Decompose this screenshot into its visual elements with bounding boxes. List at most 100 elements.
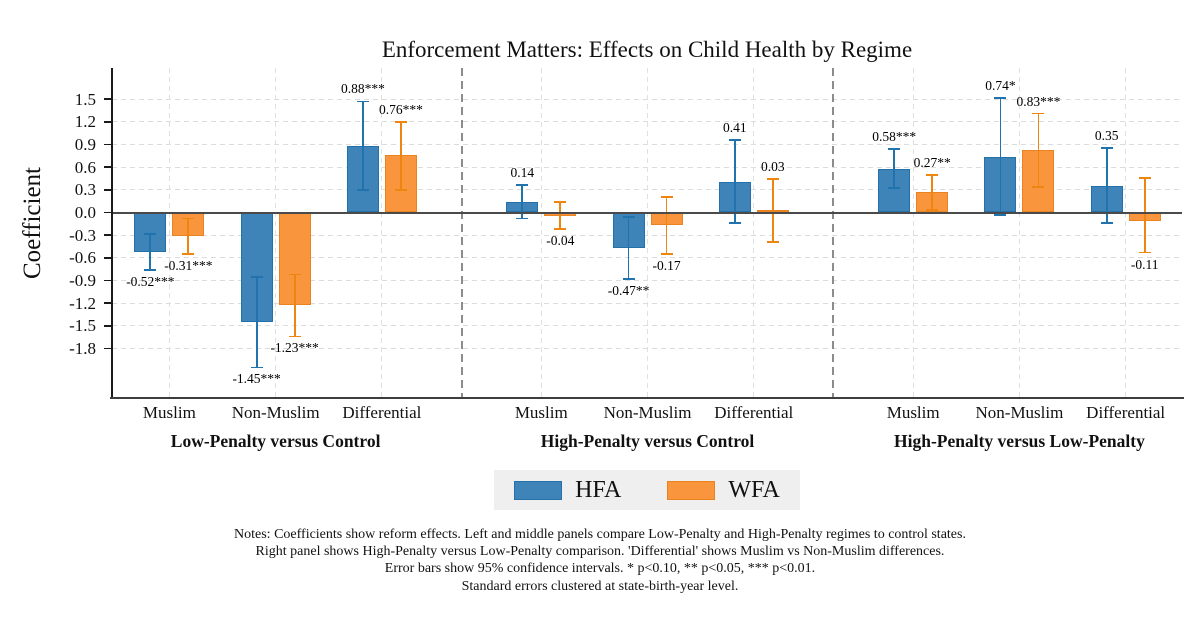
value-label: -1.45*** xyxy=(232,371,281,387)
legend: HFA WFA xyxy=(112,470,1182,510)
error-bar-cap-bottom xyxy=(182,253,195,255)
v-gridline xyxy=(275,68,277,397)
error-bar-cap-bottom xyxy=(728,222,741,224)
error-bar-cap-top xyxy=(250,275,263,278)
error-bar-line xyxy=(521,185,524,219)
y-tick-label: -1.8 xyxy=(69,339,96,359)
notes: Notes: Coefficients show reform effects.… xyxy=(0,526,1200,595)
error-bar-cap-top xyxy=(356,100,369,103)
error-bar-cap-bottom xyxy=(888,187,901,190)
y-tick-mark xyxy=(104,121,112,123)
y-tick-mark xyxy=(104,347,112,350)
value-label: 0.76*** xyxy=(378,101,423,117)
y-tick-mark xyxy=(104,257,112,259)
notes-line-3: Error bars show 95% confidence intervals… xyxy=(384,561,816,577)
error-bar-cap-bottom xyxy=(516,217,529,220)
error-bar-cap-top xyxy=(516,184,529,187)
y-tick-label: -0.3 xyxy=(69,225,96,245)
y-tick-mark xyxy=(104,325,112,327)
h-gridline xyxy=(112,166,1182,168)
legend-box: HFA WFA xyxy=(494,470,800,510)
v-gridline xyxy=(912,68,914,397)
v-gridline xyxy=(753,68,755,397)
y-tick-mark xyxy=(104,211,112,214)
h-gridline xyxy=(112,348,1182,350)
v-gridline xyxy=(381,68,383,397)
y-tick-label: -0.9 xyxy=(69,271,96,290)
error-bar-cap-top xyxy=(888,148,901,150)
legend-swatch-hfa xyxy=(514,480,563,500)
value-label: 0.35 xyxy=(1094,128,1119,144)
error-bar-cap-bottom xyxy=(554,228,567,231)
category-label: Muslim xyxy=(886,403,940,422)
y-tick-mark xyxy=(104,189,112,191)
y-tick-mark xyxy=(104,143,112,146)
panel-title: High-Penalty versus Control xyxy=(540,431,755,451)
h-gridline xyxy=(112,325,1182,327)
error-bar-cap-top xyxy=(1032,112,1045,115)
h-gridline xyxy=(112,98,1182,100)
category-label: Differential xyxy=(714,403,794,422)
error-bar-cap-bottom xyxy=(1100,222,1113,224)
y-tick-label: 0.3 xyxy=(74,180,96,200)
y-tick-label: -1.2 xyxy=(69,293,96,313)
h-gridline xyxy=(112,280,1182,281)
chart-title: Enforcement Matters: Effects on Child He… xyxy=(381,37,913,62)
y-tick-label: 1.2 xyxy=(74,112,96,132)
y-tick-label: 0.6 xyxy=(74,157,96,177)
y-tick-label: 1.5 xyxy=(74,89,96,109)
value-label: 0.58*** xyxy=(872,129,917,145)
v-gridline xyxy=(540,68,542,397)
h-gridline xyxy=(112,143,1182,145)
y-tick-mark xyxy=(104,279,112,282)
error-bar-line xyxy=(187,218,190,255)
value-label: 0.83*** xyxy=(1016,93,1061,109)
value-label: 0.88*** xyxy=(340,81,385,97)
error-bar-line xyxy=(665,196,668,255)
error-bar-cap-top xyxy=(994,96,1007,99)
error-bar-line xyxy=(931,174,934,211)
y-tick-label: -1.5 xyxy=(69,316,96,336)
legend-item: WFA xyxy=(667,477,780,503)
error-bar-line xyxy=(1037,113,1040,187)
error-bar-cap-bottom xyxy=(926,209,939,212)
error-bar-line xyxy=(999,97,1002,215)
value-label: -0.31*** xyxy=(164,258,213,274)
legend-swatch-wfa xyxy=(667,480,716,500)
v-gridline xyxy=(168,68,170,397)
y-axis-line xyxy=(111,68,113,399)
error-bar-line xyxy=(733,139,736,224)
error-bar-line xyxy=(361,101,364,190)
value-label: 0.03 xyxy=(760,159,785,175)
error-bar-cap-top xyxy=(288,273,301,276)
category-label: Non-Muslim xyxy=(603,403,692,422)
y-tick-label: -0.6 xyxy=(69,248,96,268)
category-label: Muslim xyxy=(142,403,196,422)
value-label: 0.27** xyxy=(913,154,951,170)
v-gridline xyxy=(1018,68,1020,397)
error-bar-cap-top xyxy=(622,216,635,218)
error-bar-line xyxy=(149,233,152,270)
error-bar-cap-top xyxy=(660,195,673,198)
error-bar-cap-top xyxy=(926,173,939,176)
notes-line-4: Standard errors clustered at state-birth… xyxy=(461,578,739,594)
h-gridline xyxy=(112,257,1182,259)
category-label: Differential xyxy=(342,403,422,422)
category-label: Muslim xyxy=(514,403,568,422)
error-bar-cap-bottom xyxy=(394,188,407,191)
category-label: Non-Muslim xyxy=(231,403,320,422)
error-bar-line xyxy=(399,121,402,190)
h-gridline xyxy=(112,302,1182,304)
panel-title: High-Penalty versus Low-Penalty xyxy=(894,431,1145,451)
error-bar-cap-top xyxy=(394,120,407,123)
value-label: -0.04 xyxy=(546,233,575,249)
y-tick-mark xyxy=(104,166,112,168)
error-bar-line xyxy=(293,274,296,337)
error-bar-line xyxy=(627,217,630,279)
error-bar-line xyxy=(255,276,258,368)
category-label: Non-Muslim xyxy=(975,403,1064,422)
error-bar-line xyxy=(893,149,896,189)
y-tick-mark xyxy=(104,234,112,236)
